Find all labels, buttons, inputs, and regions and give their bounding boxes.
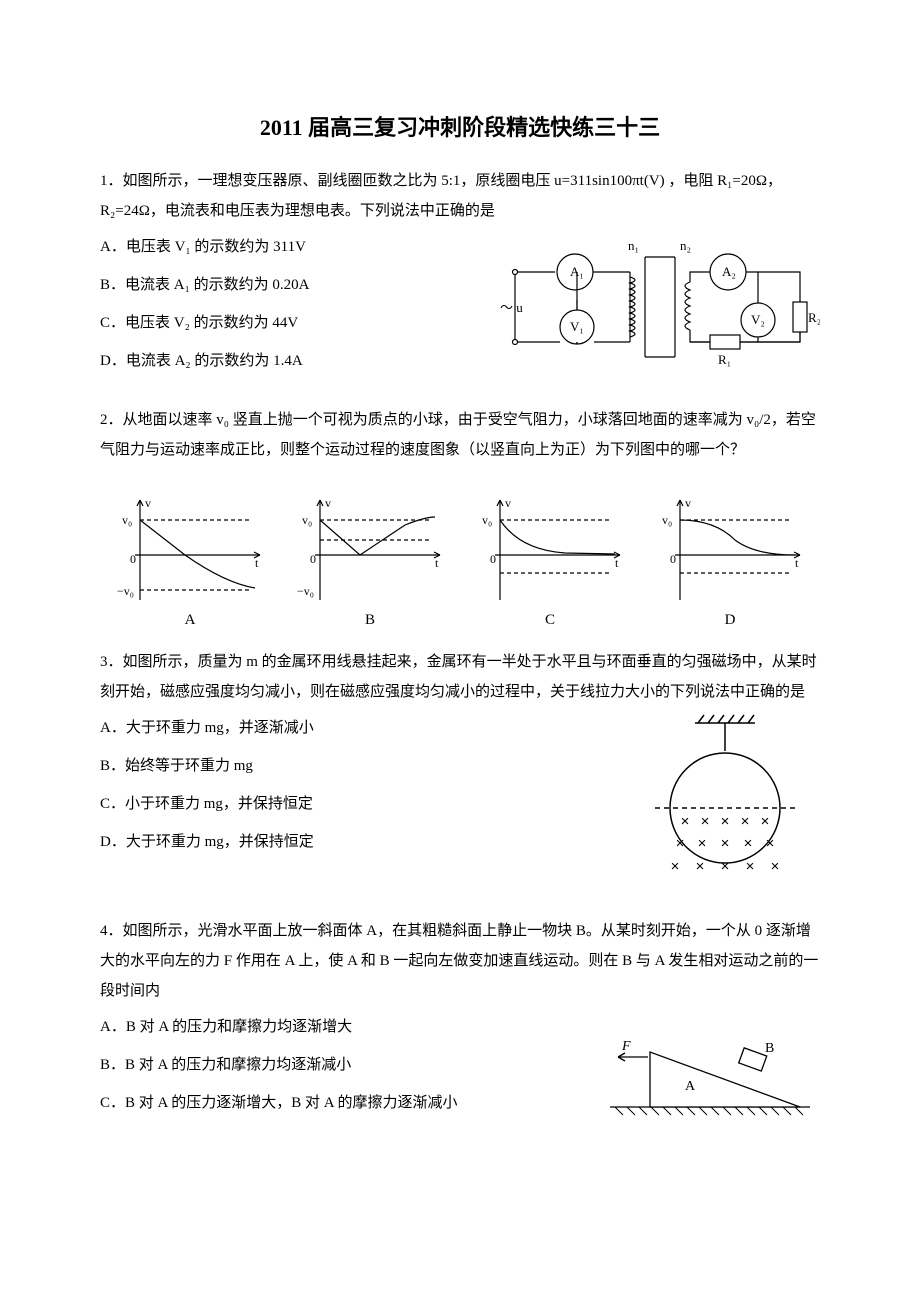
svg-text:×: ×	[766, 835, 775, 852]
q2-graph-c: v v₀ 0 t C	[475, 495, 625, 629]
q2-label-b: B	[295, 612, 445, 629]
a2-label: A₂	[722, 264, 736, 279]
q4-stem: 4．如图所示，光滑水平面上放一斜面体 A，在其粗糙斜面上静止一物块 B。从某时刻…	[100, 916, 820, 1006]
q2-graph-row: v v₀ 0 t −v₀ A	[100, 495, 820, 629]
svg-text:×: ×	[676, 835, 685, 852]
q1-stem: 1．如图所示，一理想变压器原、副线圈匝数之比为 5:1，原线圈电压 u=311s…	[100, 166, 820, 226]
svg-text:×: ×	[721, 858, 730, 875]
svg-text:0: 0	[130, 552, 136, 566]
q2-stem: 2．从地面以速率 v₀ 竖直上抛一个可视为质点的小球，由于受空气阻力，小球落回地…	[100, 405, 820, 465]
svg-text:×: ×	[671, 858, 680, 875]
svg-text:t: t	[615, 556, 619, 570]
graph-a-icon: v v₀ 0 t −v₀	[115, 495, 265, 605]
q3-stem: 3．如图所示，质量为 m 的金属环用线悬挂起来，金属环有一半处于水平且与环面垂直…	[100, 647, 820, 707]
svg-text:×: ×	[761, 813, 770, 830]
a-label: A	[685, 1079, 696, 1094]
svg-text:×: ×	[701, 813, 710, 830]
v2-label: V₂	[751, 312, 765, 327]
svg-text:v₀: v₀	[302, 513, 312, 527]
svg-text:v₀: v₀	[122, 513, 132, 527]
svg-text:v: v	[145, 496, 151, 510]
q3-diagram: × × × × × × × × × × × × × × ×	[630, 713, 820, 898]
svg-text:×: ×	[696, 858, 705, 875]
svg-text:×: ×	[741, 813, 750, 830]
question-2: 2．从地面以速率 v₀ 竖直上抛一个可视为质点的小球，由于受空气阻力，小球落回地…	[100, 405, 820, 629]
svg-text:t: t	[435, 556, 439, 570]
svg-text:0: 0	[670, 552, 676, 566]
document-page: 2011 届高三复习冲刺阶段精选快练三十三 1．如图所示，一理想变压器原、副线圈…	[0, 0, 920, 1185]
n2-label: n₂	[680, 238, 691, 253]
svg-text:0: 0	[310, 552, 316, 566]
q2-label-a: A	[115, 612, 265, 629]
svg-text:v: v	[505, 496, 511, 510]
svg-text:t: t	[255, 556, 259, 570]
b-label: B	[765, 1041, 774, 1056]
svg-text:×: ×	[681, 813, 690, 830]
svg-text:×: ×	[744, 835, 753, 852]
svg-text:v₀: v₀	[662, 513, 672, 527]
svg-text:0: 0	[490, 552, 496, 566]
q4-diagram: F A B	[600, 1012, 820, 1127]
svg-text:−v₀: −v₀	[297, 584, 314, 598]
svg-text:×: ×	[746, 858, 755, 875]
page-title: 2011 届高三复习冲刺阶段精选快练三十三	[100, 110, 820, 142]
r2-label: R₂	[808, 310, 820, 325]
f-label: F	[621, 1039, 631, 1054]
svg-text:v: v	[325, 496, 331, 510]
question-3: 3．如图所示，质量为 m 的金属环用线悬挂起来，金属环有一半处于水平且与环面垂直…	[100, 647, 820, 898]
n1-label: n₁	[628, 238, 639, 253]
a1-label: A₁	[570, 264, 584, 279]
incline-icon: F A B	[600, 1012, 820, 1122]
svg-text:×: ×	[721, 835, 730, 852]
graph-b-icon: v v₀ 0 t −v₀	[295, 495, 445, 605]
transformer-circuit-icon: A₁ A₂ V₁ V₂ n₁ n₂ ～ u R₁ R₂	[500, 232, 820, 382]
svg-text:×: ×	[721, 813, 730, 830]
svg-text:t: t	[795, 556, 799, 570]
q2-label-d: D	[655, 612, 805, 629]
v1-label: V₁	[570, 319, 584, 334]
q2-label-c: C	[475, 612, 625, 629]
svg-text:v: v	[685, 496, 691, 510]
question-1: 1．如图所示，一理想变压器原、副线圈匝数之比为 5:1，原线圈电压 u=311s…	[100, 166, 820, 387]
graph-c-icon: v v₀ 0 t	[475, 495, 625, 605]
svg-text:v₀: v₀	[482, 513, 492, 527]
r1-label: R₁	[718, 352, 731, 367]
u-label: ～ u	[500, 300, 523, 315]
graph-d-icon: v v₀ 0 t	[655, 495, 805, 605]
q2-graph-b: v v₀ 0 t −v₀ B	[295, 495, 445, 629]
q2-graph-d: v v₀ 0 t D	[655, 495, 805, 629]
q1-diagram: A₁ A₂ V₁ V₂ n₁ n₂ ～ u R₁ R₂	[500, 232, 820, 387]
svg-text:−v₀: −v₀	[117, 584, 134, 598]
ring-field-icon: × × × × × × × × × × × × × × ×	[630, 713, 820, 893]
question-4: 4．如图所示，光滑水平面上放一斜面体 A，在其粗糙斜面上静止一物块 B。从某时刻…	[100, 916, 820, 1127]
q2-graph-a: v v₀ 0 t −v₀ A	[115, 495, 265, 629]
svg-text:×: ×	[771, 858, 780, 875]
svg-text:×: ×	[698, 835, 707, 852]
